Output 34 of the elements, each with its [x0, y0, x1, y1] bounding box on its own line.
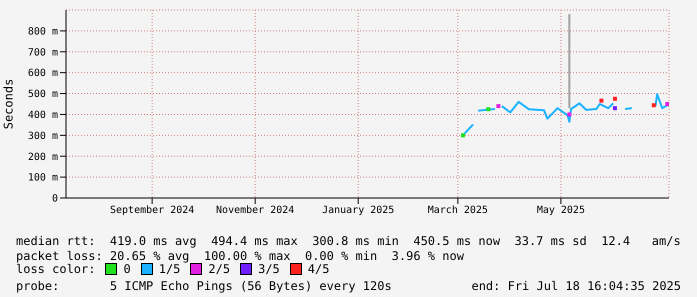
x-tick-label: November 2024	[216, 205, 294, 216]
y-tick-label: 800 m	[28, 26, 58, 38]
text: packet loss: 20.65 % avg 100.00 % max 0.00 % min 3.96 % now	[16, 249, 465, 264]
legend-label: 1/5	[158, 262, 180, 276]
point	[612, 96, 617, 101]
y-tick-label: 300 m	[28, 130, 58, 142]
point	[665, 102, 669, 106]
x-tick-label: March 2025	[428, 205, 488, 216]
x-tick-label: September 2024	[110, 205, 194, 216]
legend-label: 3/5	[258, 262, 280, 276]
point	[496, 104, 500, 108]
legend-label: 0	[123, 262, 131, 276]
y-tick-label: 100 m	[28, 172, 58, 184]
point	[567, 112, 572, 116]
legend-label: 2/5	[208, 262, 230, 276]
point	[460, 133, 465, 138]
legend-label: 4/5	[308, 262, 330, 276]
y-tick-label: 700 m	[28, 47, 58, 58]
text: probe: 5 ICMP Echo Pings (56 Bytes) every 120s	[16, 279, 392, 294]
y-tick-label: 200 m	[28, 152, 58, 163]
y-tick-label: 0	[52, 194, 58, 205]
y-tick-label: 400 m	[28, 110, 58, 121]
point	[486, 107, 490, 112]
point	[599, 98, 604, 103]
text: median rtt: 419.0 ms avg 494.4 ms max 300.8 ms min 450.5 ms now 33.7 ms sd 12.4 am/s	[16, 234, 681, 249]
y-tick-label: 600 m	[28, 68, 58, 80]
point	[612, 106, 617, 110]
y-axis-title: Seconds	[1, 78, 16, 130]
text: end: Fri Jul 18 16:04:35 2025	[471, 279, 681, 294]
point	[652, 103, 656, 108]
x-tick-label: January 2025	[322, 205, 394, 216]
y-tick-label: 500 m	[28, 89, 58, 100]
x-tick-label: May 2025	[536, 205, 585, 216]
legend-title: loss color:	[16, 262, 96, 276]
